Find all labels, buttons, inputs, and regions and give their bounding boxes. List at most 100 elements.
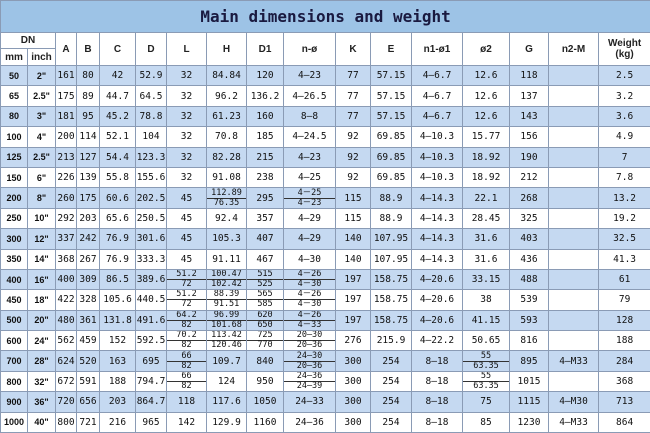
fraction-part: 72 — [167, 280, 206, 289]
fraction-part: 63.35 — [463, 362, 509, 371]
table-cell: 250.5 — [136, 208, 167, 228]
table-cell: 45.2 — [100, 106, 136, 126]
table-cell: 32 — [167, 147, 207, 167]
table-cell: 800 — [56, 412, 77, 432]
table-cell: 1160 — [247, 412, 284, 432]
table-cell: 6" — [28, 167, 56, 187]
table-cell: 695 — [136, 351, 167, 371]
table-cell: 4—10.3 — [412, 147, 463, 167]
table-cell: 125 — [1, 147, 28, 167]
table-cell: 69.85 — [371, 127, 412, 147]
table-cell: 721 — [77, 412, 100, 432]
fraction-part: 4－30 — [284, 300, 335, 309]
table-cell: 368 — [56, 249, 77, 269]
table-cell: 185 — [247, 127, 284, 147]
table-cell: 88.9 — [371, 188, 412, 208]
table-cell: 45 — [167, 208, 207, 228]
table-cell: 115 — [336, 188, 371, 208]
table-cell: 96.2 — [207, 86, 247, 106]
header-cell: K — [336, 33, 371, 66]
table-cell: 188 — [599, 331, 650, 351]
table-cell: 76.9 — [100, 229, 136, 249]
table-cell: 69.85 — [371, 147, 412, 167]
table-cell: 32 — [167, 106, 207, 126]
table-cell: 1015 — [510, 371, 549, 391]
table-cell: 100 — [1, 127, 28, 147]
table-cell: 181 — [56, 106, 77, 126]
table-cell: 44.7 — [100, 86, 136, 106]
table-cell: 400 — [56, 269, 77, 289]
table-cell: 1230 — [510, 412, 549, 432]
table-cell: 700 — [1, 351, 28, 371]
table-cell: 45 — [167, 229, 207, 249]
table-cell: 268 — [510, 188, 549, 208]
table-cell: 45 — [167, 249, 207, 269]
table-cell: 92 — [336, 167, 371, 187]
header-cell: ø2 — [463, 33, 510, 66]
table-cell: 128 — [599, 310, 650, 330]
table-cell: 276 — [336, 331, 371, 351]
table-cell: 18.92 — [463, 147, 510, 167]
table-cell: 7.8 — [599, 167, 650, 187]
table-cell — [549, 371, 599, 391]
table-cell: 52.1 — [100, 127, 136, 147]
fraction-part: 4－33 — [284, 321, 335, 330]
table-title: Main dimensions and weight — [1, 1, 650, 33]
table-cell: 32" — [28, 371, 56, 391]
table-cell: 8—18 — [412, 412, 463, 432]
fraction-part: 102.42 — [207, 280, 246, 289]
table-cell: 188 — [100, 371, 136, 391]
table-cell: 254 — [371, 412, 412, 432]
table-cell: 69.85 — [371, 167, 412, 187]
header-cell: C — [100, 33, 136, 66]
table-cell: 4—20.6 — [412, 310, 463, 330]
table-cell: 816 — [510, 331, 549, 351]
table-cell: 216 — [100, 412, 136, 432]
table-cell: 45 — [167, 188, 207, 208]
table-cell: 254 — [371, 392, 412, 412]
table-cell: 4—10.3 — [412, 167, 463, 187]
table-cell — [549, 127, 599, 147]
table-cell: 4—20.6 — [412, 269, 463, 289]
table-cell: 86.5 — [100, 269, 136, 289]
header-cell: B — [77, 33, 100, 66]
table-cell: 200 — [1, 188, 28, 208]
table-cell: 118 — [167, 392, 207, 412]
fraction-part: 24—39 — [284, 382, 335, 391]
table-cell: 284 — [599, 351, 650, 371]
table-cell: 175 — [56, 86, 77, 106]
table-cell: 436 — [510, 249, 549, 269]
table-cell: 137 — [510, 86, 549, 106]
table-cell: 32 — [167, 66, 207, 86]
table-cell: 64.5 — [136, 86, 167, 106]
table-cell: 50 — [1, 66, 28, 86]
table-cell: 4—M33 — [549, 351, 599, 371]
table-cell: 491.6 — [136, 310, 167, 330]
fraction-part: 76.35 — [207, 199, 246, 208]
table-cell: 203 — [77, 208, 100, 228]
table-cell: 301.6 — [136, 229, 167, 249]
table-cell: 118 — [510, 66, 549, 86]
table-cell: 350 — [1, 249, 28, 269]
table-cell: 190 — [510, 147, 549, 167]
table-cell: 85 — [463, 412, 510, 432]
header-cell: Weight (kg) — [599, 33, 650, 66]
table-cell: 900 — [1, 392, 28, 412]
